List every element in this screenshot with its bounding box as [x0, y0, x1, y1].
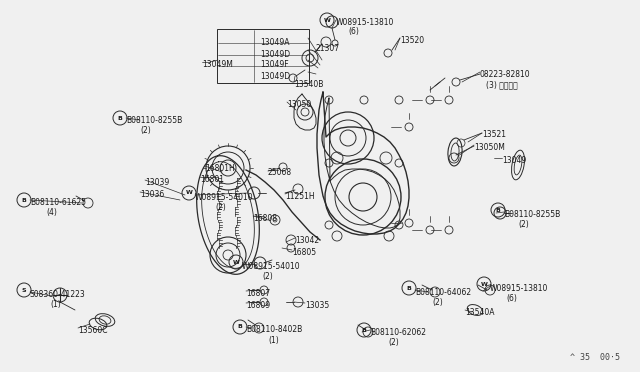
- Text: (2): (2): [262, 272, 273, 281]
- Text: W08915-13810: W08915-13810: [336, 18, 394, 27]
- Text: S08360-41223: S08360-41223: [30, 290, 86, 299]
- Text: 16809: 16809: [246, 301, 270, 310]
- Text: 16808: 16808: [253, 214, 277, 223]
- Text: 13049A: 13049A: [260, 38, 289, 47]
- Text: W08915-54010: W08915-54010: [195, 193, 253, 202]
- Text: B: B: [118, 115, 122, 121]
- Text: B: B: [406, 285, 412, 291]
- Text: B08110-8402B: B08110-8402B: [246, 325, 302, 334]
- FancyBboxPatch shape: [217, 29, 309, 83]
- Text: 11251H: 11251H: [285, 192, 315, 201]
- Text: B08110-8255B: B08110-8255B: [504, 210, 560, 219]
- Text: 13540B: 13540B: [294, 80, 323, 89]
- Text: (3) スタッド: (3) スタッド: [486, 80, 518, 89]
- Text: 16801: 16801: [200, 175, 224, 184]
- Text: S: S: [22, 288, 26, 292]
- Text: ^ 35  00·5: ^ 35 00·5: [570, 353, 620, 362]
- Text: 13036: 13036: [140, 190, 164, 199]
- Text: 13042: 13042: [295, 236, 319, 245]
- Text: (2): (2): [140, 126, 151, 135]
- Text: (1): (1): [268, 336, 279, 345]
- Text: W08915-13810: W08915-13810: [490, 284, 548, 293]
- Text: (2): (2): [432, 298, 443, 307]
- Text: W08915-54010: W08915-54010: [242, 262, 301, 271]
- Text: B: B: [237, 324, 243, 330]
- Text: W: W: [232, 260, 239, 264]
- Text: B: B: [495, 208, 500, 212]
- Text: 13049D: 13049D: [260, 50, 290, 59]
- Text: 13049F: 13049F: [260, 60, 289, 69]
- Text: 13049M: 13049M: [202, 60, 233, 69]
- Text: (6): (6): [506, 294, 517, 303]
- Text: W: W: [186, 190, 193, 196]
- Text: (4): (4): [46, 208, 57, 217]
- Text: 13540A: 13540A: [465, 308, 495, 317]
- Text: 13050: 13050: [287, 100, 311, 109]
- Text: 13049: 13049: [502, 156, 526, 165]
- Text: B: B: [22, 198, 26, 202]
- Text: B08110-61625: B08110-61625: [30, 198, 86, 207]
- Text: 13520: 13520: [400, 36, 424, 45]
- Text: W: W: [324, 17, 330, 22]
- Text: 13560C: 13560C: [78, 326, 108, 335]
- Text: (2): (2): [215, 203, 226, 212]
- Text: B: B: [362, 327, 367, 333]
- Text: 16805: 16805: [292, 248, 316, 257]
- Text: 13035: 13035: [305, 301, 329, 310]
- Text: 13521: 13521: [482, 130, 506, 139]
- Text: B08110-64062: B08110-64062: [415, 288, 471, 297]
- Text: 08223-82810: 08223-82810: [480, 70, 531, 79]
- Text: 16801H: 16801H: [205, 164, 235, 173]
- Text: B08110-8255B: B08110-8255B: [126, 116, 182, 125]
- Text: (2): (2): [388, 338, 399, 347]
- Text: (6): (6): [348, 27, 359, 36]
- Text: 16807: 16807: [246, 289, 270, 298]
- Text: B08110-62062: B08110-62062: [370, 328, 426, 337]
- Text: 25068: 25068: [268, 168, 292, 177]
- Text: W: W: [481, 282, 488, 286]
- Text: (1): (1): [50, 300, 61, 309]
- Text: 13039: 13039: [145, 178, 169, 187]
- Text: 21307: 21307: [316, 44, 340, 53]
- Text: (2): (2): [518, 220, 529, 229]
- Text: 13050M: 13050M: [474, 143, 505, 152]
- Text: 13049D: 13049D: [260, 72, 290, 81]
